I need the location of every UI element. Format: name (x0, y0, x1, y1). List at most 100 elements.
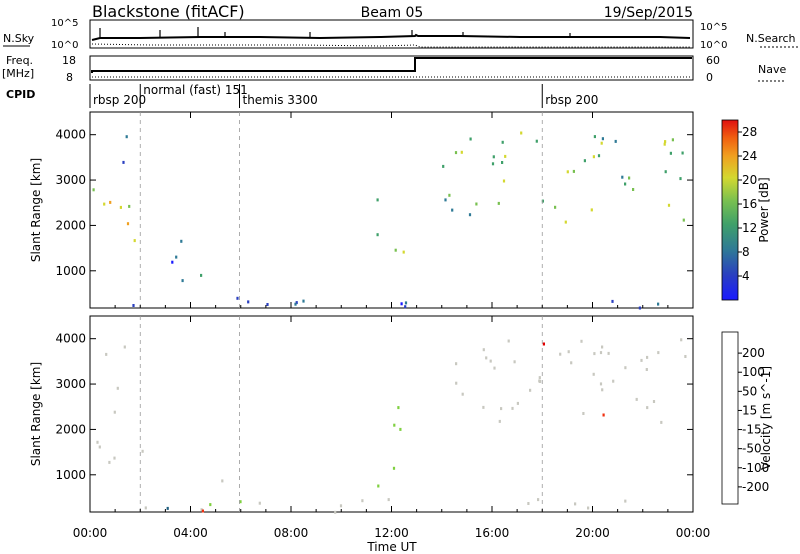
data-cell (302, 299, 305, 303)
power-panel: 1000 2000 3000 4000 Slant Range [km] (29, 111, 694, 310)
date-title: 19/Sep/2015 (604, 5, 693, 21)
velocity-colorbar-tick-label: 100 (742, 365, 765, 379)
data-cell (667, 203, 671, 207)
velocity-ylabel: Slant Range [km] (29, 362, 43, 466)
data-cell (660, 420, 663, 424)
data-cell (294, 302, 297, 306)
noise-left-label: N.Sky (3, 32, 35, 45)
data-cell (209, 503, 212, 507)
data-cell (497, 201, 500, 205)
data-cell (501, 140, 504, 144)
velocity-colorbar-tick-label: 15 (742, 403, 757, 417)
data-cell (295, 301, 298, 305)
data-cell (638, 306, 641, 310)
data-cell (92, 188, 95, 192)
power-colorbar-label: Power [dB] (757, 177, 771, 242)
data-cell (258, 501, 261, 505)
data-cell (590, 208, 593, 212)
time-xlabel: Time UT (366, 540, 417, 554)
data-cell (454, 151, 458, 155)
data-cell (574, 502, 577, 506)
data-cell (397, 406, 400, 410)
velocity-colorbar-tick-label: -15 (742, 423, 762, 437)
data-cell (624, 182, 627, 186)
data-cell (538, 376, 541, 380)
power-colorbar-tick-label: 28 (742, 125, 757, 139)
cpid-segment-label: themis 3300 (242, 93, 317, 107)
velocity-range-tick-label: 3000 (55, 377, 86, 391)
data-cell (181, 279, 184, 283)
data-cell (493, 366, 496, 370)
time-tick-label: 00:00 (676, 526, 711, 540)
data-cell (527, 502, 530, 505)
power-colorbar-tick-label: 20 (742, 173, 757, 187)
data-cell (611, 299, 614, 303)
data-cell (125, 135, 128, 139)
time-tick-label: 08:00 (274, 526, 309, 540)
data-cell (538, 379, 541, 383)
velocity-range-tick-label: 1000 (55, 468, 86, 482)
freq-label-2: [MHz] (2, 67, 34, 80)
beam-title: Beam 05 (361, 5, 424, 21)
data-cell (448, 193, 451, 197)
data-cell (376, 198, 379, 202)
data-cell (684, 355, 687, 358)
data-cell (566, 170, 569, 174)
data-cell (400, 302, 403, 306)
velocity-colorbar-tick-label: 200 (742, 346, 765, 360)
data-cell (180, 239, 183, 243)
noise-left-tick-bottom: 10^0 (51, 40, 78, 51)
data-cell (570, 361, 573, 365)
data-cell (334, 510, 337, 514)
data-cell (614, 139, 617, 143)
data-cell (535, 139, 538, 143)
data-cell (537, 498, 540, 502)
data-cell (482, 405, 485, 409)
data-cell (582, 412, 585, 415)
data-cell (404, 305, 407, 309)
power-colorbar-tick-label: 8 (742, 245, 750, 259)
noise-left-tick-top: 10^5 (51, 18, 78, 29)
data-cell (126, 222, 130, 226)
velocity-colorbar-tick-label: -200 (742, 480, 769, 494)
data-cell (511, 406, 514, 410)
cpid-segment-label: rbsp 200 (93, 93, 146, 107)
data-cell (144, 506, 147, 510)
velocity-colorbar: 200 100 50 15 -15 -50 -100 -200 Velocity [m s^-… (721, 331, 773, 505)
data-cell (498, 419, 501, 423)
data-cell (201, 509, 204, 513)
velocity-panel: 1000 2000 3000 4000 Slant Range [km] (29, 315, 694, 514)
data-cell (542, 342, 545, 346)
data-cell (516, 401, 519, 405)
freq-panel: Freq. [MHz] 18 8 60 0 Nave (2, 54, 786, 84)
data-cell (460, 150, 463, 154)
data-cell (601, 137, 604, 141)
data-cell (402, 250, 405, 254)
noise-panel: N.Sky 10^5 10^0 10^5 10^0 N.Search (3, 18, 798, 51)
data-cell (485, 356, 488, 360)
data-cell (680, 338, 683, 342)
data-cell (646, 406, 649, 410)
velocity-colorbar-tick-label: -100 (742, 461, 769, 475)
data-cell (601, 388, 604, 392)
data-cell (247, 300, 250, 304)
velocity-colorbar-tick-label: -50 (742, 442, 762, 456)
data-cell (491, 162, 495, 166)
data-cell (239, 500, 242, 504)
time-tick-label: 16:00 (475, 526, 510, 540)
data-cell (593, 352, 596, 356)
data-cell (657, 302, 660, 306)
data-cell (599, 351, 603, 355)
data-cell (105, 352, 108, 356)
data-cell (461, 392, 464, 396)
data-cell (583, 159, 586, 163)
data-cell (500, 407, 503, 411)
data-cell (200, 508, 203, 512)
data-cell (122, 160, 125, 164)
data-cell (567, 350, 570, 354)
data-cell (455, 381, 458, 385)
data-cell (394, 248, 397, 252)
freq-label-1: Freq. (6, 54, 33, 67)
